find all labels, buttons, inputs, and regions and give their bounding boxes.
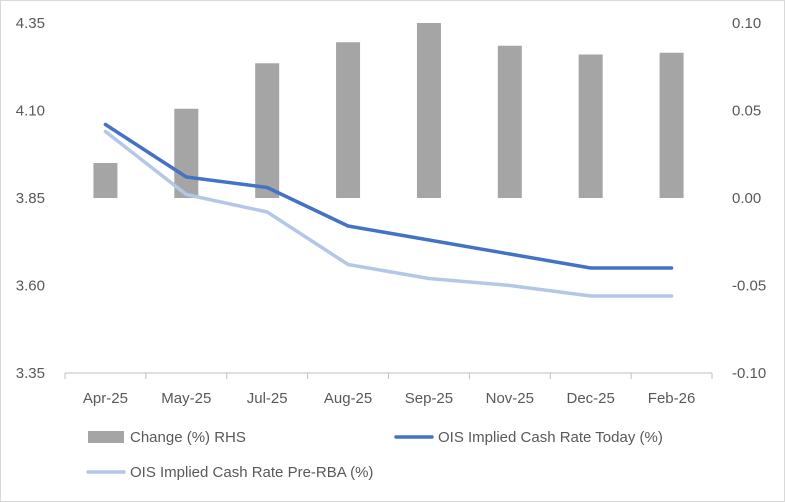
x-axis-tick-labels: Apr-25 May-25 Jul-25 Aug-25 Sep-25 Nov-25 Dec-… <box>83 390 695 407</box>
bar <box>255 63 280 198</box>
bar <box>497 45 522 198</box>
bar <box>93 163 118 198</box>
x-axis-tick-label: May-25 <box>161 390 211 407</box>
x-axis-tick-label: Feb-26 <box>648 390 696 407</box>
left-axis-tick-label: 3.85 <box>16 190 45 207</box>
left-axis-tick-label: 4.35 <box>16 15 45 32</box>
left-axis-tick-label: 4.10 <box>16 103 45 120</box>
axes <box>64 372 713 379</box>
bar <box>416 23 441 198</box>
line-series <box>103 122 674 298</box>
x-axis-tick-label: Sep-25 <box>405 390 453 407</box>
right-axis-tick-label: -0.10 <box>732 365 766 382</box>
x-axis-tick-label: Jul-25 <box>247 390 288 407</box>
x-axis-tick-label: Dec-25 <box>567 390 615 407</box>
right-axis-tick-label: 0.10 <box>732 15 761 32</box>
left-axis-tick-label: 3.35 <box>16 365 45 382</box>
right-axis-tick-labels: -0.10 -0.05 0.00 0.05 0.10 <box>732 15 766 382</box>
bar <box>659 52 684 198</box>
bar-series-change <box>93 23 684 198</box>
bar <box>174 108 199 198</box>
x-axis-tick-label: Nov-25 <box>486 390 534 407</box>
bar <box>578 54 603 198</box>
legend: Change (%) RHS OIS Implied Cash Rate Toda… <box>86 429 663 481</box>
legend-label: OIS Implied Cash Rate Today (%) <box>438 429 663 446</box>
right-axis-tick-label: 0.00 <box>732 190 761 207</box>
legend-label: OIS Implied Cash Rate Pre-RBA (%) <box>130 464 373 481</box>
x-axis-tick-label: Apr-25 <box>83 390 128 407</box>
left-axis-tick-label: 3.60 <box>16 278 45 295</box>
right-axis-tick-label: -0.05 <box>732 278 766 295</box>
left-axis-tick-labels: 3.35 3.60 3.85 4.10 4.35 <box>16 15 45 382</box>
legend-swatch <box>88 431 124 443</box>
series-line <box>103 129 674 298</box>
legend-label: Change (%) RHS <box>130 429 246 446</box>
series-line <box>103 122 674 270</box>
x-axis-tick-label: Aug-25 <box>324 390 372 407</box>
bar <box>336 42 361 198</box>
right-axis-tick-label: 0.05 <box>732 103 761 120</box>
